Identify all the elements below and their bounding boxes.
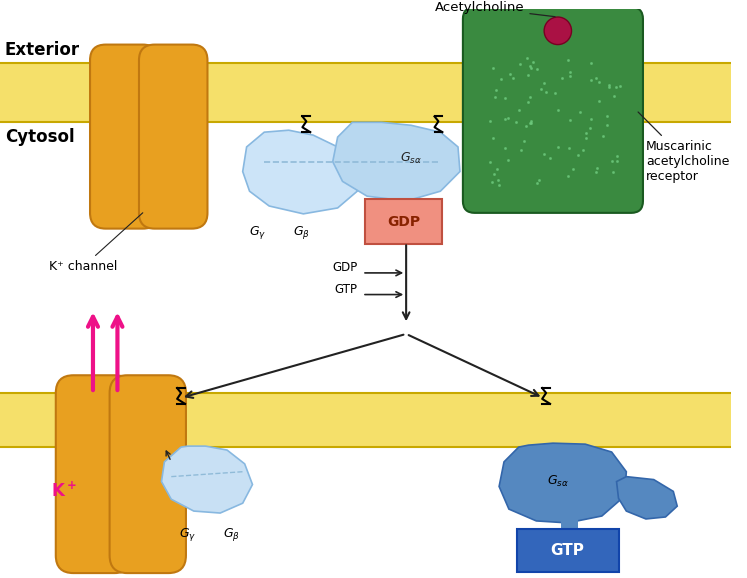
- Text: Exterior: Exterior: [5, 42, 80, 60]
- Bar: [0, 63, 731, 123]
- Text: $\mathbf{K^+}$: $\mathbf{K^+}$: [51, 481, 76, 501]
- FancyBboxPatch shape: [90, 45, 158, 229]
- Text: $G_{s\alpha}$: $G_{s\alpha}$: [400, 151, 422, 166]
- Bar: [0, 393, 731, 447]
- FancyBboxPatch shape: [56, 375, 132, 573]
- FancyBboxPatch shape: [517, 529, 619, 572]
- Text: $G_{\beta}$: $G_{\beta}$: [293, 224, 310, 240]
- Text: GTP: GTP: [334, 283, 357, 296]
- FancyBboxPatch shape: [365, 199, 442, 244]
- Text: Acetylcholine: Acetylcholine: [435, 1, 555, 17]
- Text: K⁺ channel: K⁺ channel: [49, 213, 143, 273]
- FancyBboxPatch shape: [463, 7, 643, 213]
- Text: GDP: GDP: [332, 261, 357, 275]
- Polygon shape: [243, 130, 357, 214]
- Text: GTP: GTP: [551, 543, 585, 558]
- FancyBboxPatch shape: [111, 410, 130, 435]
- Text: $G_{\beta}$: $G_{\beta}$: [223, 526, 241, 543]
- Circle shape: [544, 17, 571, 45]
- FancyBboxPatch shape: [140, 87, 158, 110]
- Polygon shape: [499, 443, 626, 523]
- Text: GDP: GDP: [387, 215, 421, 229]
- Polygon shape: [616, 477, 678, 519]
- Text: $G_{\gamma}$: $G_{\gamma}$: [179, 526, 196, 543]
- Text: $G_{\gamma}$: $G_{\gamma}$: [249, 224, 266, 240]
- Text: Muscarinic
acetylcholine
receptor: Muscarinic acetylcholine receptor: [638, 112, 729, 183]
- FancyBboxPatch shape: [139, 45, 208, 229]
- FancyBboxPatch shape: [561, 519, 578, 533]
- Polygon shape: [332, 123, 460, 201]
- Text: $G_{s\alpha}$: $G_{s\alpha}$: [547, 474, 568, 489]
- Polygon shape: [161, 446, 252, 513]
- Text: Cytosol: Cytosol: [5, 128, 75, 146]
- FancyBboxPatch shape: [110, 375, 186, 573]
